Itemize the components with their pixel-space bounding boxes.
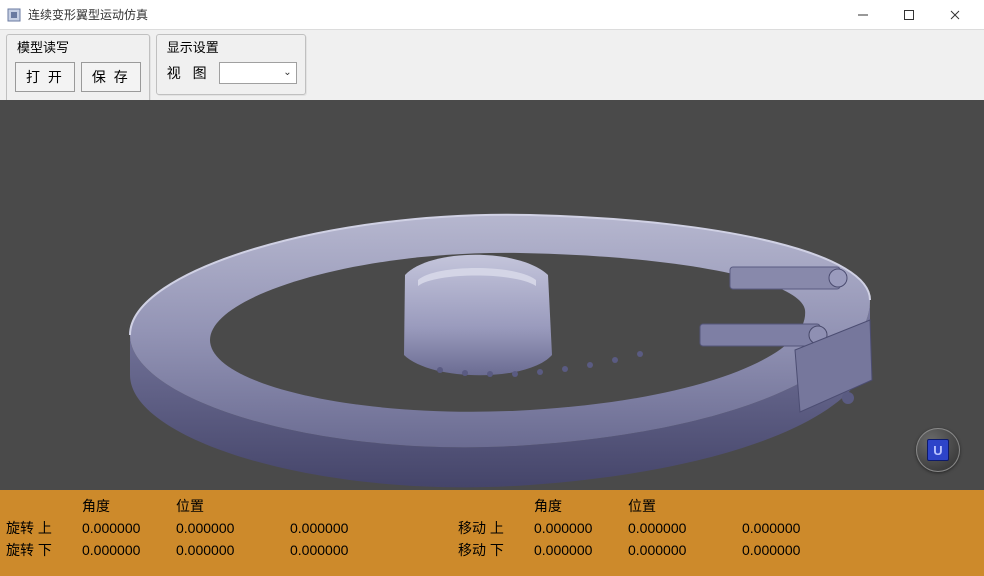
status-value: 0.000000 — [628, 520, 738, 536]
maximize-button[interactable] — [886, 0, 932, 29]
status-row-label: 旋转 上 — [6, 518, 78, 538]
status-header-position-right: 位置 — [628, 496, 738, 516]
status-value: 0.000000 — [176, 542, 286, 558]
save-button[interactable]: 保 存 — [81, 62, 141, 92]
close-button[interactable] — [932, 0, 978, 29]
minimize-button[interactable] — [840, 0, 886, 29]
chevron-down-icon: ⌄ — [283, 68, 291, 78]
window-controls — [840, 0, 978, 29]
viewport-3d[interactable]: U — [0, 100, 984, 490]
status-header-angle-left: 角度 — [82, 496, 172, 516]
status-value: 0.000000 — [742, 542, 852, 558]
view-label: 视 图 — [165, 63, 213, 83]
status-value: 0.000000 — [290, 542, 400, 558]
status-value: 0.000000 — [82, 520, 172, 536]
status-value: 0.000000 — [176, 520, 286, 536]
status-row-label: 移动 上 — [458, 518, 530, 538]
app-icon — [6, 7, 22, 23]
model-render — [0, 100, 984, 490]
status-value: 0.000000 — [534, 542, 624, 558]
status-value: 0.000000 — [628, 542, 738, 558]
group-display-title: 显示设置 — [167, 37, 297, 56]
window-title: 连续变形翼型运动仿真 — [28, 6, 840, 23]
status-header-angle-right: 角度 — [534, 496, 624, 516]
orientation-badge-label: U — [927, 439, 949, 461]
group-display: 显示设置 视 图 ⌄ — [156, 34, 306, 95]
status-panel: 角度 位置 角度 位置 旋转 上 0.000000 0.000000 0.000… — [0, 490, 984, 576]
status-row-label: 移动 下 — [458, 540, 530, 560]
status-value: 0.000000 — [82, 542, 172, 558]
titlebar: 连续变形翼型运动仿真 — [0, 0, 984, 30]
group-model-io: 模型读写 打 开 保 存 — [6, 34, 150, 103]
status-grid: 角度 位置 角度 位置 旋转 上 0.000000 0.000000 0.000… — [6, 496, 978, 560]
status-value: 0.000000 — [534, 520, 624, 536]
status-header-position-left: 位置 — [176, 496, 286, 516]
view-select[interactable]: ⌄ — [219, 62, 297, 84]
status-value: 0.000000 — [290, 520, 400, 536]
status-value: 0.000000 — [742, 520, 852, 536]
open-button[interactable]: 打 开 — [15, 62, 75, 92]
orientation-badge[interactable]: U — [916, 428, 960, 472]
toolbar: 模型读写 打 开 保 存 显示设置 视 图 ⌄ — [0, 30, 984, 100]
status-row-label: 旋转 下 — [6, 540, 78, 560]
group-model-io-title: 模型读写 — [17, 37, 141, 56]
